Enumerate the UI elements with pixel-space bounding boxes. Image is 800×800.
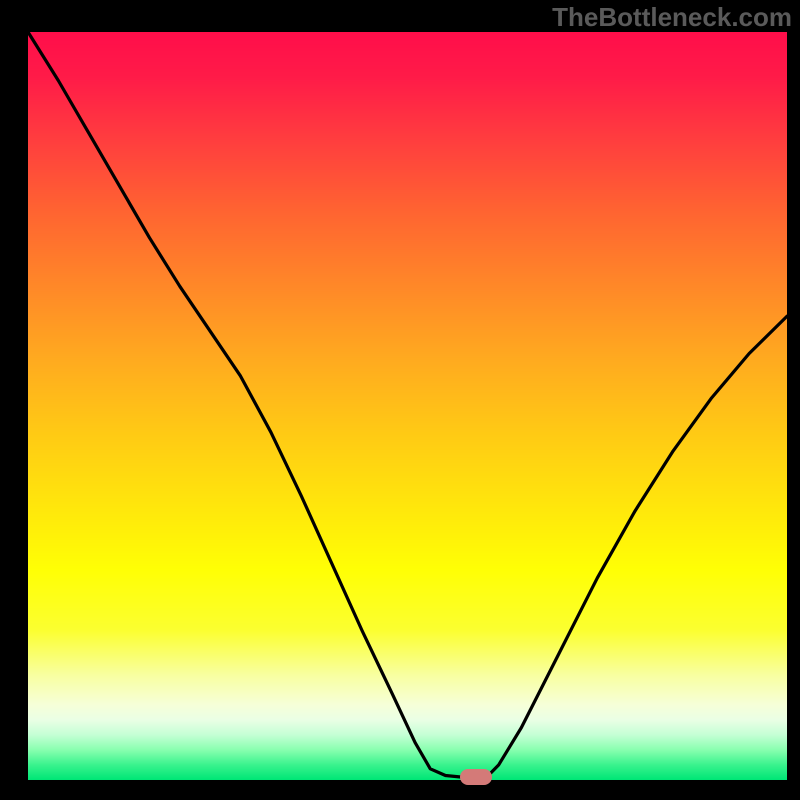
optimal-marker: [460, 769, 492, 785]
watermark-text: TheBottleneck.com: [552, 2, 792, 33]
plot-area: [28, 32, 787, 780]
bottleneck-curve: [28, 32, 787, 780]
